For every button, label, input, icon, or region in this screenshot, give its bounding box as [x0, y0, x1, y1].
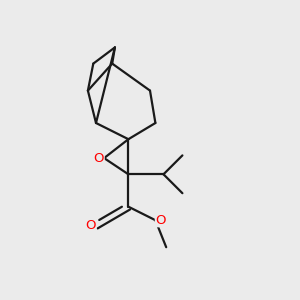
Text: O: O	[155, 214, 166, 227]
Text: O: O	[94, 152, 104, 165]
Text: O: O	[85, 219, 96, 232]
